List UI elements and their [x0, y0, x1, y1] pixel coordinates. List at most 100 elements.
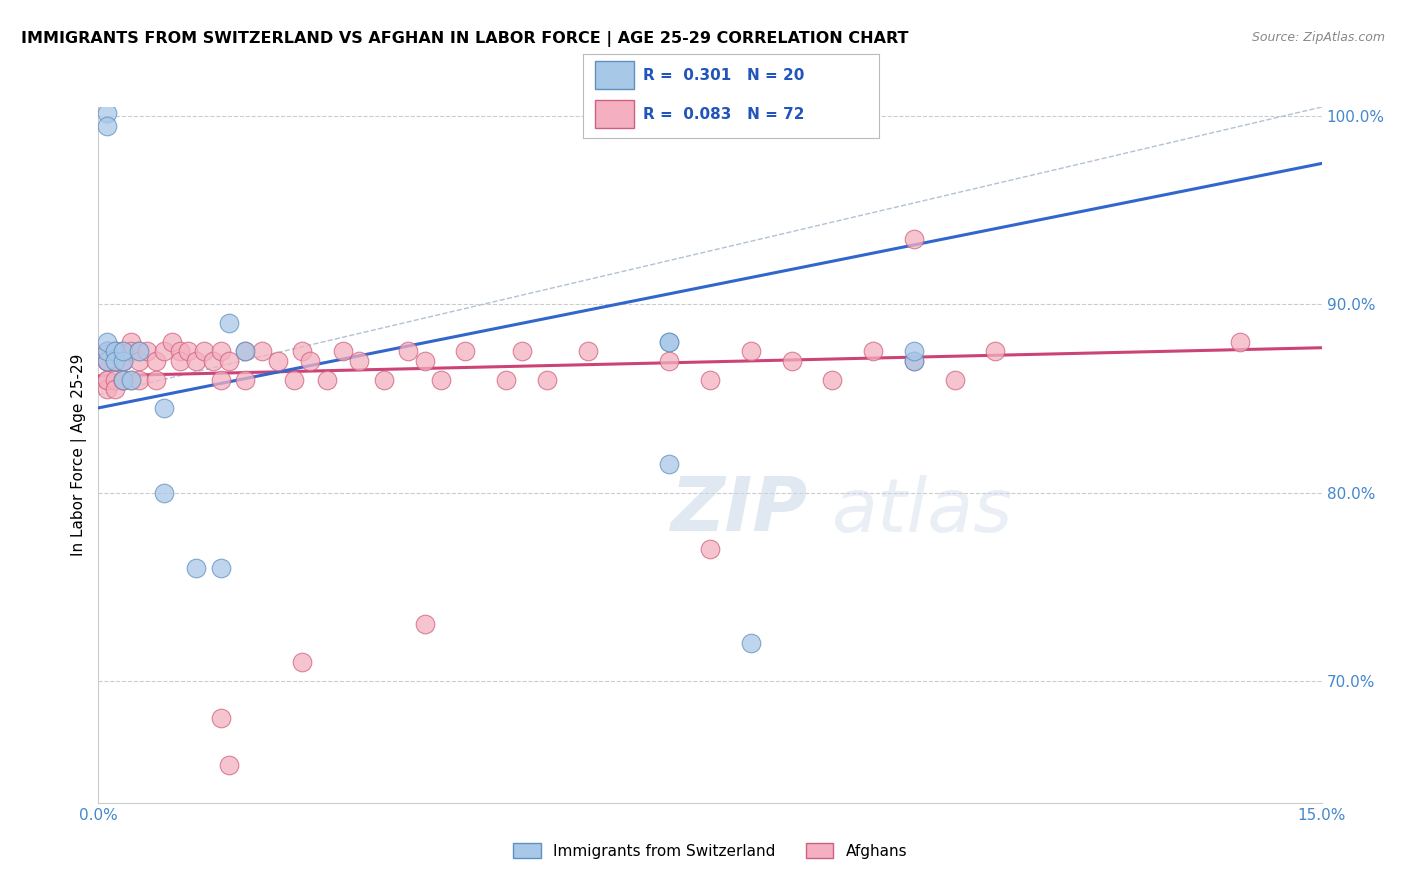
Point [454, 344, 477, 359]
Point [512, 344, 534, 359]
Point [104, 354, 127, 368]
Point [218, 316, 240, 330]
Text: R =  0.301   N = 20: R = 0.301 N = 20 [643, 68, 804, 83]
Point [120, 335, 142, 350]
Point [250, 344, 273, 359]
Point [96, 344, 118, 359]
Point [96, 344, 118, 359]
Point [96, 354, 118, 368]
Point [821, 373, 844, 387]
Point [233, 373, 256, 387]
Point [984, 344, 1007, 359]
Point [903, 232, 925, 246]
Point [128, 344, 150, 359]
Point [536, 373, 558, 387]
Point [96, 382, 118, 396]
Point [128, 354, 150, 368]
Point [332, 344, 354, 359]
Bar [595, 62, 634, 89]
Point [104, 354, 127, 368]
Point [96, 344, 118, 359]
Y-axis label: In Labor Force | Age 25-29: In Labor Force | Age 25-29 [72, 354, 87, 556]
Text: atlas: atlas [832, 475, 1014, 547]
Point [152, 485, 174, 500]
Point [120, 373, 142, 387]
Point [396, 344, 419, 359]
Point [233, 344, 256, 359]
Point [740, 636, 762, 650]
Point [111, 354, 134, 368]
Point [111, 373, 134, 387]
Point [1229, 335, 1251, 350]
Point [903, 354, 925, 368]
Point [658, 354, 681, 368]
Point [315, 373, 337, 387]
Point [186, 560, 208, 574]
Point [209, 560, 232, 574]
Point [201, 354, 224, 368]
Point [96, 335, 118, 350]
Point [658, 335, 681, 350]
Point [177, 344, 200, 359]
Point [903, 354, 925, 368]
Point [413, 617, 436, 632]
Point [699, 541, 721, 556]
Point [193, 344, 215, 359]
Point [291, 344, 314, 359]
Text: ZIP: ZIP [671, 474, 808, 547]
Point [96, 354, 118, 368]
Point [186, 354, 208, 368]
Point [780, 354, 803, 368]
Point [283, 373, 305, 387]
Point [740, 344, 762, 359]
Point [218, 758, 240, 772]
Point [291, 655, 314, 669]
Point [111, 354, 134, 368]
Point [111, 354, 134, 368]
Point [576, 344, 599, 359]
Point [413, 354, 436, 368]
Point [903, 344, 925, 359]
Point [104, 354, 127, 368]
Point [495, 373, 517, 387]
Point [96, 354, 118, 368]
Point [169, 344, 191, 359]
Point [862, 344, 884, 359]
Point [96, 354, 118, 368]
Point [111, 344, 134, 359]
Point [111, 344, 134, 359]
Point [699, 373, 721, 387]
Point [104, 354, 127, 368]
Text: IMMIGRANTS FROM SWITZERLAND VS AFGHAN IN LABOR FORCE | AGE 25-29 CORRELATION CHA: IMMIGRANTS FROM SWITZERLAND VS AFGHAN IN… [21, 31, 908, 47]
Point [349, 354, 371, 368]
Point [267, 354, 290, 368]
Point [209, 373, 232, 387]
Point [160, 335, 183, 350]
Bar [595, 100, 634, 128]
Point [111, 373, 134, 387]
Text: R =  0.083   N = 72: R = 0.083 N = 72 [643, 107, 804, 121]
Point [658, 335, 681, 350]
Point [104, 344, 127, 359]
Point [128, 344, 150, 359]
Point [120, 373, 142, 387]
Point [169, 354, 191, 368]
Point [233, 344, 256, 359]
Point [152, 344, 174, 359]
Point [96, 105, 118, 120]
Point [658, 458, 681, 472]
Point [145, 373, 167, 387]
Point [104, 344, 127, 359]
Point [299, 354, 322, 368]
Point [943, 373, 966, 387]
Point [96, 119, 118, 133]
Point [218, 354, 240, 368]
Point [111, 344, 134, 359]
Point [373, 373, 395, 387]
Point [104, 344, 127, 359]
Legend: Immigrants from Switzerland, Afghans: Immigrants from Switzerland, Afghans [508, 837, 912, 864]
Text: Source: ZipAtlas.com: Source: ZipAtlas.com [1251, 31, 1385, 45]
Point [96, 354, 118, 368]
Point [96, 373, 118, 387]
Point [152, 401, 174, 415]
